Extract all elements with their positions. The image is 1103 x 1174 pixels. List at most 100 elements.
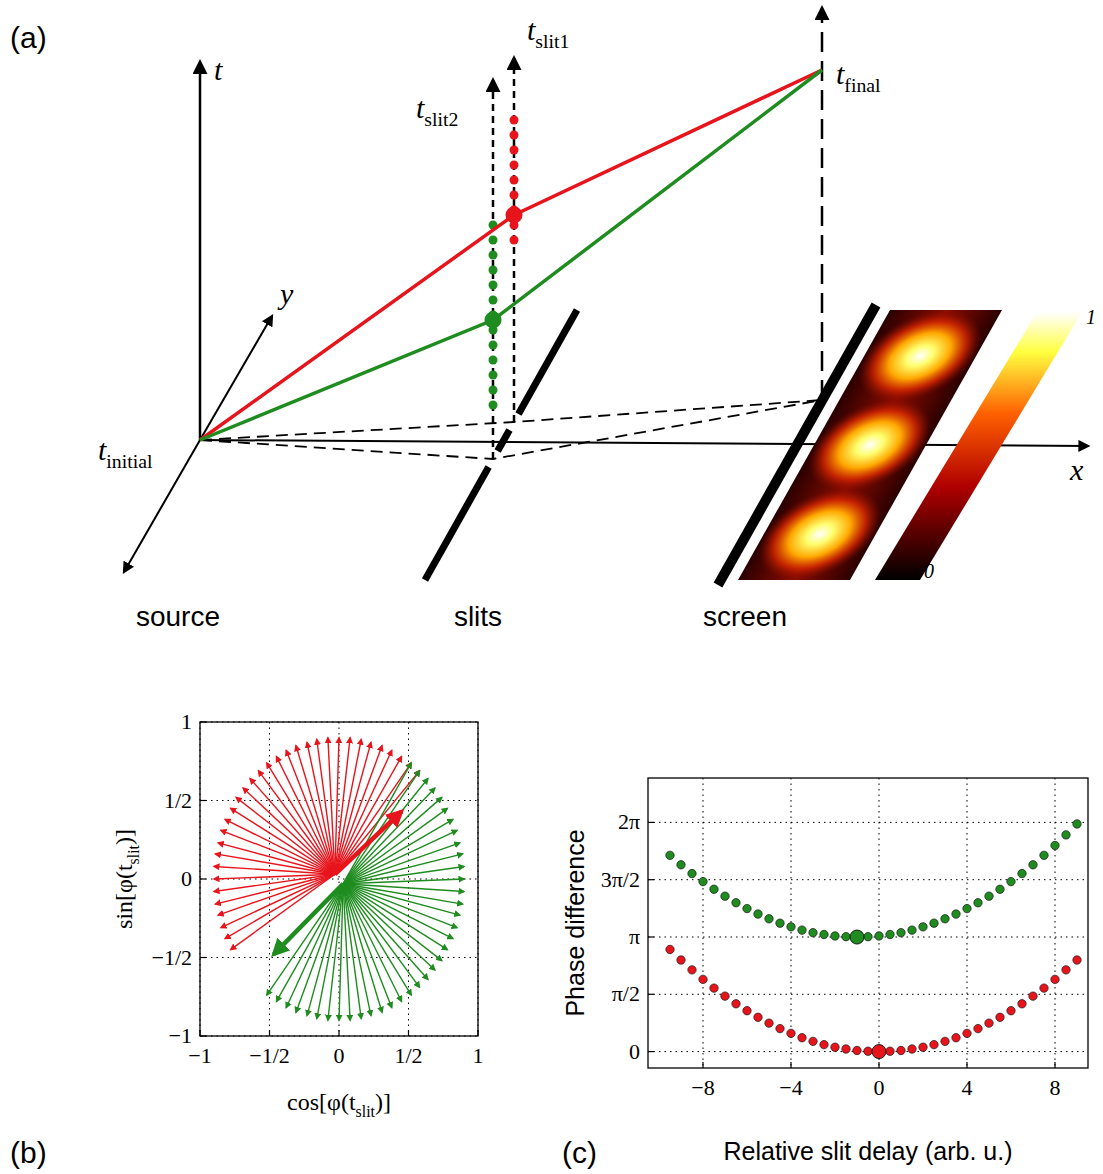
scatter-point (1073, 956, 1081, 964)
scatter-point (974, 1024, 982, 1032)
slit-time-dot (510, 191, 519, 200)
vector-arrow (218, 843, 335, 874)
scatter-point (897, 928, 905, 936)
slit-time-dot (510, 116, 519, 125)
panel-scatter: −8−40480π/2π3π/22πRelative slit delay (a… (561, 778, 1088, 1169)
time-label: tslit1 (527, 13, 569, 52)
tick-mark (966, 1062, 967, 1068)
panel-vector: −1−1/201/21−1−1/201/21cos[φ(tslit)]sin[φ… (10, 709, 484, 1169)
path-green (200, 70, 822, 440)
scatter-point (886, 1047, 894, 1055)
scatter-point (908, 926, 916, 934)
tick-label: −1/2 (151, 945, 192, 970)
scatter-point (1040, 984, 1048, 992)
scatter-point (919, 923, 927, 931)
path-point (506, 207, 523, 224)
axis-title: sin[φ(tslit)] (111, 829, 142, 929)
text-part: slit2 (424, 108, 458, 130)
text-part: slit1 (535, 30, 569, 52)
scatter-point (996, 885, 1004, 893)
slit-time-dot (489, 371, 498, 380)
scatter-point (1007, 1007, 1015, 1015)
scatter-point (820, 930, 828, 938)
scatter-point (930, 919, 938, 927)
tick-label: 0 (629, 1039, 640, 1064)
vector-arrow (343, 884, 428, 980)
text-part: slit (125, 844, 142, 864)
grid-line (703, 778, 704, 1068)
slit-wall (518, 310, 577, 414)
vector-arrow (343, 884, 392, 1008)
plot-frame (200, 722, 478, 1036)
scatter-point (754, 910, 762, 918)
scatter-point (1062, 966, 1070, 974)
data-group (666, 820, 1081, 1059)
scatter-point (776, 919, 784, 927)
vector-arrow (335, 738, 350, 875)
colorbar-tick-label: 1 (1086, 306, 1096, 328)
scatter-point (941, 915, 949, 923)
tick-label: π/2 (612, 981, 640, 1006)
tick-mark (878, 1062, 879, 1068)
scatter-point (864, 1047, 872, 1055)
tick-mark (648, 994, 654, 995)
tick-label: 1 (181, 709, 192, 734)
scatter-point (985, 892, 993, 900)
grid-line (648, 822, 1088, 823)
grid-line (200, 879, 478, 880)
scatter-point (1051, 975, 1059, 983)
vector-arrow (231, 874, 335, 949)
slit-time-dot (510, 176, 519, 185)
slit-time-dot (489, 296, 498, 305)
tick-label: 0 (874, 1075, 885, 1100)
slit-time-dot (489, 401, 498, 410)
tick-mark (200, 957, 206, 958)
slit-time-dot (489, 356, 498, 365)
slit-time-dot (489, 341, 498, 350)
vector-arrow (250, 779, 335, 875)
scatter-point (798, 1034, 806, 1042)
axis-title: cos[φ(tslit)] (287, 1089, 391, 1120)
data-group (214, 738, 464, 1021)
slit-time-dot (489, 386, 498, 395)
vector-arrow (343, 884, 371, 1016)
slit-time-dot (510, 131, 519, 140)
tick-mark (648, 879, 654, 880)
vector-arrow (274, 884, 344, 955)
panel-a: (a)tyxtinitialtslit2tslit1tfinal01source… (10, 8, 1096, 632)
scatter-point (1018, 869, 1026, 877)
tick-label: 4 (962, 1075, 973, 1100)
scatter-point (721, 892, 729, 900)
scatter-point (1051, 841, 1059, 849)
scatter-point (1018, 1000, 1026, 1008)
grid-line (648, 994, 1088, 995)
vector-arrow (267, 884, 343, 995)
scatter-point (798, 926, 806, 934)
scatter-point (850, 930, 864, 944)
scatter-point (809, 928, 817, 936)
scatter-point (776, 1024, 784, 1032)
slit-wall (498, 430, 510, 451)
text-part: )] (111, 829, 137, 845)
scatter-point (754, 1013, 762, 1021)
scatter-point (666, 851, 674, 859)
vector-arrow (286, 884, 343, 1008)
scatter-point (908, 1045, 916, 1053)
slit-time-dot (510, 236, 519, 245)
scatter-point (732, 899, 740, 907)
slit-time-dot (510, 161, 519, 170)
plot-frame (648, 778, 1088, 1068)
time-label: tfinal (836, 57, 881, 96)
x-axis (200, 440, 1088, 446)
tick-label: π (629, 924, 640, 949)
tick-label: 8 (1050, 1075, 1061, 1100)
scatter-point (952, 910, 960, 918)
slit-wall (425, 467, 489, 580)
text-part: )] (375, 1089, 391, 1115)
scatter-point (963, 1029, 971, 1037)
scatter-point (864, 932, 872, 940)
scatter-point (677, 861, 685, 869)
time-label: tinitial (98, 433, 153, 472)
scatter-point (809, 1037, 817, 1045)
scatter-point (996, 1013, 1004, 1021)
